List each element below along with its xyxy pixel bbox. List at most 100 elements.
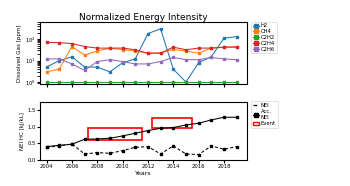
Line: C2H4: C2H4 [46,41,238,54]
C2H2 [57,81,61,83]
CH4 [83,54,87,56]
CH4 [70,45,74,48]
NEI [171,145,175,147]
C2H6 [209,56,214,59]
C2H2 [70,81,74,83]
C2H4 [83,45,87,48]
CH4 [44,71,49,73]
CH4 [95,50,99,52]
C2H4 [184,49,188,51]
Acc.
NEI [222,116,226,118]
CH4 [209,47,214,49]
NEI [196,153,201,156]
CH4 [222,46,226,48]
Acc.
NEI [146,129,150,132]
C2H6 [83,69,87,71]
H2 [209,56,214,58]
Acc.
NEI [209,119,214,121]
C2H6 [108,59,112,61]
C2H2 [209,81,214,83]
C2H6 [222,58,226,60]
NEI [44,146,49,148]
Acc.
NEI [95,138,99,140]
C2H2 [83,81,87,83]
C2H2 [133,81,137,83]
NEI [146,145,150,148]
Acc.
NEI [83,138,87,140]
NEI [95,152,99,154]
Line: CH4: CH4 [46,45,238,73]
CH4 [234,45,239,48]
Legend: NEI, Acc.
NEI, Event: NEI, Acc. NEI, Event [251,101,278,128]
C2H6 [95,60,99,63]
C2H4 [57,41,61,44]
NEI [184,153,188,155]
H2 [83,66,87,68]
Acc.
NEI [196,122,201,124]
NEI [222,148,226,150]
CH4 [184,50,188,52]
C2H2 [222,81,226,83]
Legend: H2, CH4, C2H2, C2H4, C2H6: H2, CH4, C2H2, C2H4, C2H6 [251,22,277,53]
C2H6 [133,63,137,65]
C2H6 [196,59,201,61]
C2H6 [146,63,150,65]
CH4 [159,52,163,54]
C2H4 [108,47,112,49]
H2 [120,62,125,64]
Y-axis label: Dissolved Gas [ppm]: Dissolved Gas [ppm] [18,24,22,82]
NEI [133,146,137,148]
NEI [234,145,239,148]
Acc.
NEI [234,116,239,118]
CH4 [146,52,150,54]
C2H4 [120,47,125,49]
CH4 [133,50,137,52]
C2H6 [70,63,74,65]
H2 [95,66,99,68]
C2H2 [159,81,163,83]
C2H6 [120,60,125,63]
Bar [152,118,192,128]
Acc.
NEI [133,132,137,134]
Line: NEI: NEI [46,143,238,156]
C2H2 [184,81,188,83]
Line: C2H2: C2H2 [46,81,238,83]
Acc.
NEI [120,135,125,137]
H2 [44,66,49,68]
H2 [234,36,239,38]
C2H2 [44,81,49,83]
Y-axis label: NEI HC [kJ/kL]: NEI HC [kJ/kL] [20,112,25,150]
Acc.
NEI [108,137,112,139]
C2H2 [146,81,150,83]
C2H2 [120,81,125,83]
H2 [159,28,163,30]
C2H6 [171,56,175,59]
C2H4 [146,52,150,54]
NEI [120,150,125,152]
C2H4 [196,47,201,49]
CH4 [196,52,201,54]
Title: Normalized Energy Intensity: Normalized Energy Intensity [79,12,208,22]
C2H6 [159,60,163,63]
C2H4 [44,41,49,44]
NEI [159,153,163,155]
NEI [209,145,214,147]
NEI [83,153,87,155]
C2H4 [70,42,74,45]
Line: C2H6: C2H6 [46,56,238,72]
C2H6 [44,58,49,60]
CH4 [57,68,61,70]
H2 [108,71,112,73]
H2 [222,37,226,39]
H2 [184,81,188,83]
H2 [196,62,201,64]
C2H2 [171,81,175,83]
H2 [133,58,137,60]
X-axis label: Years: Years [135,171,152,176]
CH4 [120,49,125,51]
C2H2 [234,81,239,83]
NEI [108,152,112,154]
C2H4 [209,47,214,49]
H2 [70,56,74,58]
C2H4 [133,49,137,51]
